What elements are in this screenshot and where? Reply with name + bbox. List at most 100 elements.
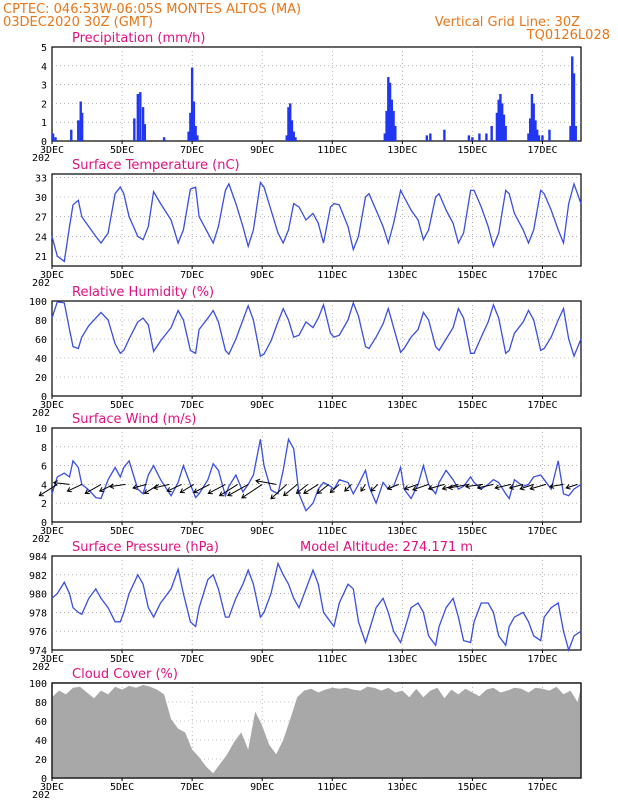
wind-arrowhead [193,488,199,494]
wind-vector [153,483,170,489]
precip-bar [499,94,502,141]
wind-vector [303,483,319,494]
wind-vector [38,483,58,497]
wind-vector [495,483,512,489]
panel-frame [51,300,582,397]
x-tick-label: 17DEC [527,526,557,537]
y-tick-label: 20 [35,755,47,766]
precip-bar [139,92,142,141]
wind-arrowhead [565,484,571,490]
x-tick-label: 9DEC [250,145,274,156]
panel-1: 21 24 27 30 33 3DEC 5DEC 7DEC 9DEC 11DEC 13DEC 15DE… [32,158,582,289]
y-tick-label: 4 [41,62,47,73]
y-tick-label: 27 [35,213,47,224]
precip-bar [569,125,572,141]
precip-bar [425,135,429,141]
wind-vector [477,483,494,489]
wind-arrowhead [464,483,471,489]
wind-vector [109,483,126,488]
wind-vector [296,484,309,494]
wind-vector [227,483,249,497]
precip-bar [394,125,397,141]
precip-bar [143,124,147,141]
precip-bar [572,73,576,141]
y-tick-label: 33 [35,173,47,184]
wind-arrowhead [270,494,276,500]
x-tick-label: 13DEC [387,782,417,793]
wind-arrowhead [143,489,149,494]
precip-bar [443,129,446,141]
wind-vector [270,484,288,500]
precip-bar [133,118,136,141]
wind-arrowhead [386,485,393,491]
x-tick-label: 3DEC [40,654,64,665]
panel-title: Cloud Cover (%) [72,667,178,682]
wind-arrowhead [66,487,72,493]
wind-arrowhead [132,484,138,490]
x-tick-label: 5DEC [110,782,134,793]
panel-0: 0 1 2 3 4 5 3DEC 5DEC 7DEC 9DEC 11DEC 13DEC 15DEC 17D… [32,31,582,164]
wind-vector [329,484,340,493]
x-tick-label: 7DEC [180,654,204,665]
x-tick-label: 9DEC [250,654,274,665]
x-tick-label: 15DEC [457,400,487,411]
panel-title: Surface Wind (m/s) [72,412,196,427]
x-tick-label: 5DEC [110,400,134,411]
precip-bar [162,137,166,141]
y-tick-label: 10 [35,424,47,435]
x-tick-label: 5DEC [110,654,134,665]
y-tick-label: 2 [41,499,47,510]
header-code: TQ0126L028 [526,28,610,43]
x-tick-label: 13DEC [387,270,417,281]
wind-vector [387,483,400,490]
wind-vector [53,482,70,485]
panel-title: Surface Pressure (hPa) [72,540,219,555]
precip-bar [541,135,544,141]
wind-vector [370,484,379,492]
wind-arrowhead [441,485,448,491]
y-tick-label: 4 [41,480,47,491]
wind-vector [144,483,160,494]
x-tick-label: 17DEC [527,782,557,793]
precip-bar [77,120,80,141]
wind-vector [132,483,147,489]
x-tick-label: 9DEC [250,400,274,411]
year-stub: 202 [32,153,50,164]
series-line [51,561,582,653]
x-tick-label: 5DEC [110,145,134,156]
wind-vector [193,483,210,493]
x-tick-label: 15DEC [457,270,487,281]
panel-frame-top [51,682,582,779]
wind-arrowhead [427,485,434,491]
x-tick-label: 15DEC [457,526,487,537]
precip-bar [529,118,532,141]
wind-arrowhead [412,485,418,492]
precip-bar [485,133,488,141]
wind-vector [566,483,578,489]
x-tick-label: 11DEC [317,145,347,156]
wind-arrowhead [166,487,172,493]
header-grid-note: Vertical Grid Line: 30Z [435,15,580,30]
wind-vector [360,484,366,492]
y-tick-label: 20 [35,373,47,384]
wind-vector [549,483,564,488]
y-tick-label: 980 [29,590,47,601]
y-tick-label: 5 [41,43,47,54]
precip-bar [571,56,574,141]
precip-bar [548,129,551,141]
precip-bar [70,129,73,141]
x-tick-label: 11DEC [317,654,347,665]
wind-vector [530,483,547,490]
precip-bar [190,67,194,141]
precip-bar [502,114,506,141]
precip-bar [534,120,537,141]
panel-title: Relative Humidity (%) [72,285,214,300]
precip-bar [537,135,541,141]
y-tick-label: 0 [41,137,47,148]
y-tick-label: 60 [35,717,47,728]
wind-arrowhead [370,486,376,492]
wind-arrowhead [227,491,233,497]
x-tick-label: 15DEC [457,782,487,793]
wind-arrowhead [282,491,289,497]
wind-vector [317,484,330,494]
